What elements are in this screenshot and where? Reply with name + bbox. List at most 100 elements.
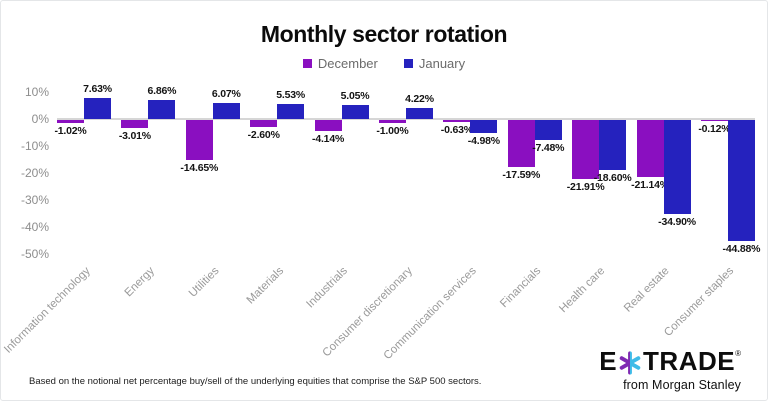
bar-january bbox=[148, 100, 176, 119]
bar-value-label: -7.48% bbox=[532, 142, 565, 155]
plot-area: -1.02% 7.63% -3.01% 6.86% -14.65% 6.07% -2.60%… bbox=[54, 83, 760, 259]
y-tick-label: 0% bbox=[31, 112, 49, 126]
bar-group: -1.00% 4.22% bbox=[376, 83, 434, 259]
footnote: Based on the notional net percentage buy… bbox=[29, 376, 482, 387]
logo-text-trade: TRADE bbox=[643, 346, 736, 376]
chart-title: Monthly sector rotation bbox=[260, 21, 508, 47]
y-axis: 10% 0% -10% -20% -30% -40% -50% bbox=[1, 83, 57, 261]
legend-label-january: January bbox=[418, 56, 466, 71]
x-axis-cell: Health care bbox=[558, 259, 626, 351]
y-tick-label: -30% bbox=[20, 193, 49, 207]
etrade-logo-row: E TRADE ® bbox=[599, 346, 741, 377]
bar-value-label: 5.53% bbox=[276, 89, 306, 102]
bar-group: -1.02% 7.63% bbox=[54, 83, 112, 259]
x-axis-label: Industrials bbox=[304, 265, 351, 311]
y-tick-label: -50% bbox=[20, 247, 49, 261]
bar-value-label: 4.22% bbox=[405, 92, 434, 105]
legend-label-december: December bbox=[317, 56, 378, 71]
bar-december bbox=[507, 120, 535, 168]
bar-january bbox=[212, 102, 240, 119]
bar-value-label: -17.59% bbox=[502, 169, 541, 182]
bar-value-label: -44.88% bbox=[722, 243, 761, 256]
bar-group: -21.14% -34.90% bbox=[631, 83, 696, 259]
bar-group: -17.59% -7.48% bbox=[502, 83, 565, 259]
legend: December January bbox=[1, 56, 767, 71]
bar-january bbox=[727, 120, 755, 242]
bar-value-label: -4.98% bbox=[467, 135, 500, 148]
bar-value-label: 5.05% bbox=[340, 90, 370, 103]
bar-group: -3.01% 6.86% bbox=[118, 83, 177, 259]
bar-value-label: -0.63% bbox=[440, 123, 473, 136]
bar-value-label: 7.63% bbox=[83, 83, 112, 96]
bar-value-label: 6.86% bbox=[147, 85, 177, 98]
legend-swatch-january bbox=[403, 59, 413, 68]
bar-january bbox=[470, 120, 498, 134]
zero-axis-line bbox=[57, 118, 755, 120]
bar-january bbox=[84, 98, 111, 119]
x-axis-label: Utilities bbox=[186, 265, 222, 300]
y-tick-label: 10% bbox=[24, 85, 49, 99]
bar-value-label: -21.91% bbox=[566, 181, 605, 194]
legend-item-january: January bbox=[403, 56, 466, 71]
bar-december bbox=[443, 120, 471, 122]
bar-value-label: -2.60% bbox=[247, 129, 280, 142]
x-axis-label: Information technology bbox=[1, 265, 93, 356]
bar-value-label: -4.14% bbox=[312, 133, 345, 146]
bar-value-label: -18.60% bbox=[593, 172, 632, 185]
bar-december bbox=[700, 120, 728, 122]
bar-december bbox=[250, 120, 278, 128]
bar-group: -0.63% -4.98% bbox=[440, 83, 500, 259]
x-axis-label: Health care bbox=[557, 265, 608, 316]
y-tick-label: -20% bbox=[20, 166, 49, 180]
x-axis-label: Energy bbox=[122, 265, 157, 300]
legend-item-december: December bbox=[302, 56, 378, 71]
bar-value-label: -14.65% bbox=[180, 161, 219, 174]
bar-january bbox=[663, 120, 691, 215]
bar-value-label: -3.01% bbox=[118, 130, 151, 143]
bar-january bbox=[534, 120, 562, 141]
x-axis-labels: Information technology Energy Utilities Mat… bbox=[2, 259, 755, 362]
bar-value-label: -1.00% bbox=[376, 124, 409, 137]
x-axis-cell: Materials bbox=[244, 259, 304, 351]
registered-mark: ® bbox=[735, 349, 741, 358]
bar-value-label: 6.07% bbox=[211, 87, 241, 100]
x-axis-cell: Utilities bbox=[186, 259, 240, 351]
x-axis-cell: Information technology bbox=[2, 259, 111, 356]
x-axis-cell: Financials bbox=[498, 259, 562, 351]
bar-december bbox=[121, 120, 149, 129]
x-axis-cell: Consumer staples bbox=[662, 259, 755, 351]
bar-january bbox=[277, 104, 305, 119]
x-axis-cell: Real estate bbox=[622, 259, 691, 351]
bar-december bbox=[636, 120, 664, 178]
y-tick-label: -40% bbox=[20, 220, 49, 234]
bar-group: -4.14% 5.05% bbox=[312, 83, 370, 259]
x-axis-label: Real estate bbox=[622, 265, 673, 315]
bar-december bbox=[572, 120, 600, 180]
bar-group: -2.60% 5.53% bbox=[247, 83, 306, 259]
etrade-star-icon bbox=[619, 350, 641, 375]
x-axis-label: Financials bbox=[498, 265, 544, 311]
bar-groups: -1.02% 7.63% -3.01% 6.86% -14.65% 6.07% -2.60%… bbox=[54, 83, 760, 259]
bar-group: -14.65% 6.07% bbox=[180, 83, 241, 259]
bar-chart: 10% 0% -10% -20% -30% -40% -50% -1.02% 7.63% -3.… bbox=[1, 83, 767, 362]
x-axis-cell: Energy bbox=[121, 259, 175, 351]
logo-tagline: from Morgan Stanley bbox=[623, 378, 741, 392]
bar-group: -0.12% -44.88% bbox=[698, 83, 760, 259]
bar-value-label: -21.14% bbox=[631, 179, 669, 192]
bar-december bbox=[185, 120, 213, 160]
bar-value-label: -1.02% bbox=[54, 124, 87, 137]
x-axis-label: Materials bbox=[244, 265, 286, 307]
bar-value-label: -0.12% bbox=[698, 123, 731, 136]
logo-text-e: E bbox=[599, 346, 618, 376]
y-tick-label: -10% bbox=[20, 139, 49, 153]
bar-january bbox=[341, 105, 369, 119]
bar-december bbox=[57, 120, 84, 123]
bar-january bbox=[405, 107, 433, 119]
bar-group: -21.91% -18.60% bbox=[567, 83, 632, 259]
bar-december bbox=[378, 120, 406, 123]
x-axis-cell: Communication services bbox=[382, 259, 497, 362]
legend-swatch-december bbox=[302, 59, 312, 68]
bar-value-label: -34.90% bbox=[658, 216, 696, 229]
bar-january bbox=[599, 120, 627, 171]
